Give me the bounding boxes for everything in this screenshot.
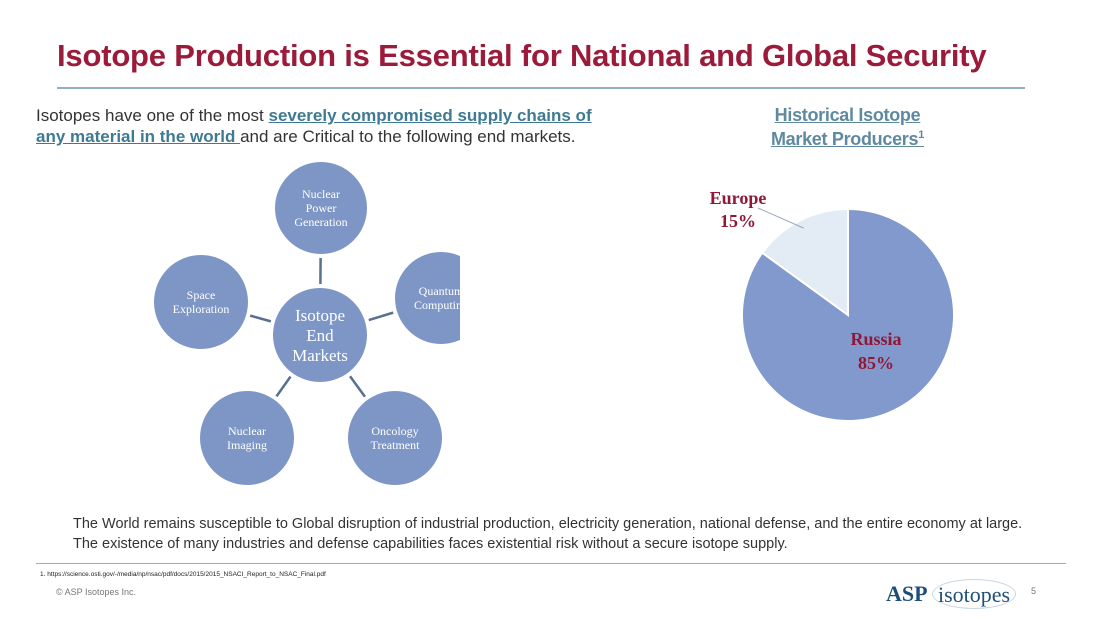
- connector-quantum: [368, 311, 394, 322]
- node-label-oncology: Treatment: [371, 438, 421, 452]
- logo-isotopes-text: isotopes: [938, 582, 1011, 607]
- node-label-space: Space: [187, 288, 216, 302]
- copyright-text: © ASP Isotopes Inc.: [56, 587, 137, 597]
- intro-paragraph: Isotopes have one of the most severely c…: [36, 105, 636, 147]
- pie-leader-europe: [757, 207, 804, 229]
- logo-asp-text: ASP: [886, 581, 928, 606]
- pie-title-line1: Historical Isotope: [774, 105, 921, 125]
- footnote-marker: 1: [918, 129, 925, 141]
- pie-value-europe: 15%: [720, 211, 756, 231]
- footer-divider: [36, 563, 1066, 564]
- node-label-quantum: Computing: [414, 298, 460, 312]
- center-label: Markets: [292, 346, 348, 365]
- node-label-quantum: Quantum: [419, 284, 460, 298]
- pie-title-line2: Market Producers: [770, 129, 919, 149]
- connector-oncology: [349, 375, 366, 398]
- node-circle-quantum: [395, 252, 460, 344]
- node-circle-space: [154, 255, 248, 349]
- summary-text: The World remains susceptible to Global …: [73, 516, 1023, 552]
- page-number: 5: [1031, 586, 1037, 596]
- center-circle: [273, 288, 367, 382]
- intro-text-after: and are Critical to the following end ma…: [240, 127, 576, 146]
- supply-chain-link[interactable]: severely compromised supply chains of any…: [36, 106, 592, 146]
- intro-text-before: Isotopes have one of the most: [36, 106, 269, 125]
- node-label-oncology: Oncology: [371, 424, 418, 438]
- node-label-nuclear-imaging: Nuclear: [228, 424, 266, 438]
- node-circle-nuclear-power: [275, 162, 367, 254]
- node-label-nuclear-power: Generation: [294, 215, 347, 229]
- node-circle-oncology: [348, 391, 442, 485]
- pie-label-europe: Europe: [710, 188, 767, 208]
- connector-space: [249, 314, 272, 323]
- pie-chart-title[interactable]: Historical Isotope Market Producers1: [740, 103, 955, 151]
- node-circle-nuclear-imaging: [200, 391, 294, 485]
- market-producers-pie-chart: Russia 85% Europe 15%: [710, 188, 955, 422]
- pie-slice-europe[interactable]: [760, 207, 849, 317]
- footnote-source[interactable]: 1. https://science.osti.gov/-/media/np/n…: [40, 571, 326, 578]
- connector-nuclear-imaging: [275, 375, 292, 398]
- asp-isotopes-logo: ASP isotopes: [880, 576, 1020, 612]
- node-label-nuclear-power: Nuclear: [302, 187, 340, 201]
- node-label-nuclear-power: Power: [306, 201, 337, 215]
- title-divider: [57, 87, 1025, 89]
- node-quantum[interactable]: QuantumComputing: [395, 252, 460, 344]
- logo-oval: [932, 579, 1016, 609]
- node-label-space: Exploration: [173, 302, 230, 316]
- pie-value-russia: 85%: [858, 353, 894, 373]
- end-markets-diagram: NuclearPowerGenerationQuantumComputingOn…: [154, 162, 460, 485]
- center-label: End: [306, 326, 334, 345]
- node-label-nuclear-imaging: Imaging: [227, 438, 267, 452]
- center-label: Isotope: [295, 306, 345, 325]
- pie-label-russia: Russia: [850, 329, 901, 349]
- slide-title: Isotope Production is Essential for Nati…: [57, 38, 987, 73]
